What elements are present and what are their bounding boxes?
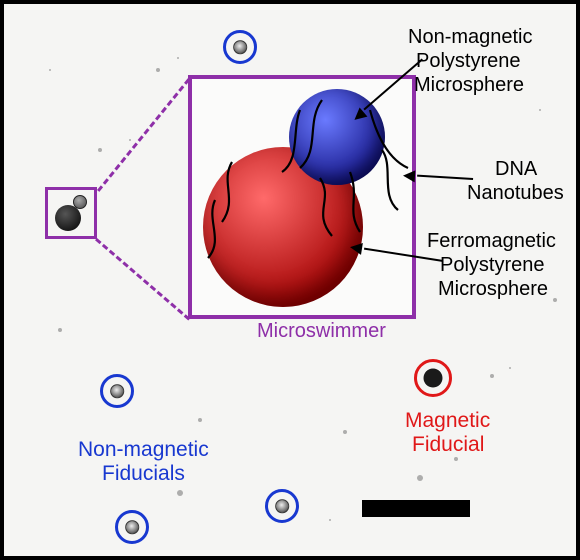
microswimmer-original-small [73,195,87,209]
label-mag_fid2: Fiducial [412,433,484,457]
label-microswimmer: Microswimmer [257,320,386,343]
fiducial-bead [125,520,139,534]
magnetic-fiducial-ring [414,359,452,397]
label-nonmag_fid1: Non-magnetic [78,438,209,462]
label-dna1: DNA [495,158,537,181]
label-dna2: Nanotubes [467,182,564,205]
label-nonmag_sphere1: Non-magnetic [408,26,533,49]
scale-bar [362,500,470,517]
label-arrow-head [349,241,363,255]
label-ferro2: Polystyrene [440,254,545,277]
nonmagnetic-fiducial-ring [265,489,299,523]
microswimmer-original-large [55,205,81,231]
nonmagnetic-fiducial-ring [223,30,257,64]
label-nonmag_sphere2: Polystyrene [416,50,521,73]
label-arrow-head [403,170,416,183]
label-ferro3: Microsphere [438,278,548,301]
fiducial-bead [275,499,289,513]
fiducial-bead [233,40,247,54]
label-mag_fid1: Magnetic [405,409,490,433]
fiducial-bead [110,384,124,398]
nonmagnetic-fiducial-ring [100,374,134,408]
label-nonmag_fid2: Fiducials [102,462,185,486]
magnetic-fiducial-bead [424,369,443,388]
label-nonmag_sphere3: Microsphere [414,74,524,97]
nonmagnetic-fiducial-ring [115,510,149,544]
label-ferro1: Ferromagnetic [427,230,556,253]
